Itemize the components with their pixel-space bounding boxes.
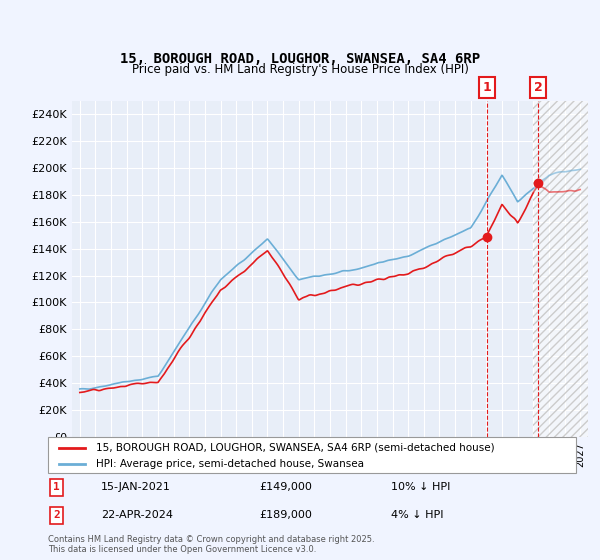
- Text: £149,000: £149,000: [259, 482, 312, 492]
- Bar: [533, 101, 588, 437]
- Text: 15, BOROUGH ROAD, LOUGHOR, SWANSEA, SA4 6RP (semi-detached house): 15, BOROUGH ROAD, LOUGHOR, SWANSEA, SA4 …: [95, 443, 494, 452]
- Text: 2: 2: [53, 510, 60, 520]
- Bar: [533, 101, 588, 437]
- Text: Contains HM Land Registry data © Crown copyright and database right 2025.
This d: Contains HM Land Registry data © Crown c…: [48, 535, 374, 554]
- Text: 2: 2: [534, 81, 542, 94]
- Text: HPI: Average price, semi-detached house, Swansea: HPI: Average price, semi-detached house,…: [95, 459, 364, 469]
- Text: £189,000: £189,000: [259, 510, 312, 520]
- Text: Price paid vs. HM Land Registry's House Price Index (HPI): Price paid vs. HM Land Registry's House …: [131, 63, 469, 77]
- Text: 1: 1: [482, 81, 491, 94]
- Text: 10% ↓ HPI: 10% ↓ HPI: [391, 482, 451, 492]
- Text: 15-JAN-2021: 15-JAN-2021: [101, 482, 170, 492]
- FancyBboxPatch shape: [48, 437, 576, 473]
- Text: 22-APR-2024: 22-APR-2024: [101, 510, 173, 520]
- Text: 4% ↓ HPI: 4% ↓ HPI: [391, 510, 444, 520]
- Text: 15, BOROUGH ROAD, LOUGHOR, SWANSEA, SA4 6RP: 15, BOROUGH ROAD, LOUGHOR, SWANSEA, SA4 …: [120, 52, 480, 66]
- Text: 1: 1: [53, 482, 60, 492]
